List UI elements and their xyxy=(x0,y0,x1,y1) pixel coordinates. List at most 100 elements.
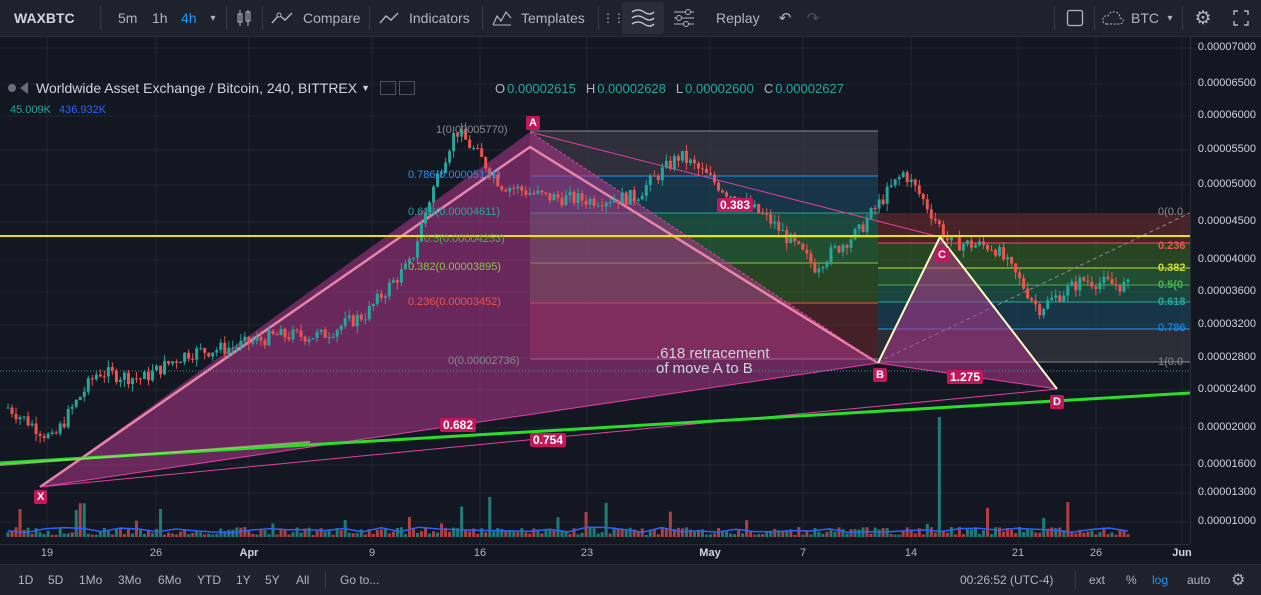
retracement-note-line2[interactable]: of move A to B xyxy=(656,360,753,377)
volume-bar xyxy=(383,528,387,537)
candle-body xyxy=(496,174,500,187)
range-3mo[interactable]: 3Mo xyxy=(118,573,142,587)
eye-icon[interactable] xyxy=(380,81,397,95)
settings-sliders-icon[interactable] xyxy=(666,2,702,34)
retracement-note-line1[interactable]: .618 retracement xyxy=(656,345,770,362)
goto-button[interactable]: Go to... xyxy=(340,573,380,587)
drag-handle-icon[interactable]: ⋮⋮ xyxy=(602,11,625,25)
chart-pane[interactable]: Worldwide Asset Exchange / Bitcoin, 240,… xyxy=(0,37,1190,544)
cloud-icon[interactable] xyxy=(1100,8,1126,28)
candles-icon[interactable] xyxy=(234,8,254,28)
pattern-point-a[interactable]: A xyxy=(526,116,540,130)
indicators-button[interactable]: Indicators xyxy=(409,10,470,26)
ratio-label[interactable]: 0.754 xyxy=(530,433,567,447)
candle-body xyxy=(464,129,468,140)
ratio-label[interactable]: 0.383 xyxy=(717,198,754,212)
volume-bar xyxy=(628,527,632,537)
high-value: 0.00002628 xyxy=(597,81,666,96)
volume-bar xyxy=(532,528,536,537)
range-all[interactable]: All xyxy=(296,573,310,587)
candle-body xyxy=(692,159,696,164)
pattern-point-c[interactable]: C xyxy=(935,248,949,262)
ratio-label[interactable]: 1.275 xyxy=(947,370,984,384)
auto-scale-toggle[interactable]: auto xyxy=(1187,573,1211,587)
expand-icon[interactable] xyxy=(1230,8,1252,28)
multi-chart-layout-icon[interactable] xyxy=(622,2,664,34)
time-tick: 9 xyxy=(368,547,376,559)
candle-body xyxy=(616,199,620,204)
volume-bar xyxy=(580,532,584,537)
volume-bar xyxy=(271,523,275,537)
range-ytd[interactable]: YTD xyxy=(197,573,221,587)
range-5d[interactable]: 5D xyxy=(48,573,64,587)
fullscreen-square-icon[interactable] xyxy=(1064,8,1086,28)
range-1y[interactable]: 1Y xyxy=(236,573,251,587)
candle-body xyxy=(183,352,187,363)
replay-button[interactable]: Replay xyxy=(716,10,760,26)
candle-body xyxy=(26,416,30,426)
extended-hours-toggle[interactable]: ext xyxy=(1089,573,1106,587)
volume-bar xyxy=(1022,532,1026,537)
templates-button[interactable]: Templates xyxy=(521,10,585,26)
time-axis[interactable]: 19 26 Apr 9 16 23 May 7 14 21 26 Jun xyxy=(0,544,1192,565)
candle-body xyxy=(797,241,801,244)
volume-bar xyxy=(540,533,544,537)
volume-bar xyxy=(331,534,335,537)
candle-body xyxy=(508,188,512,192)
log-scale-toggle[interactable]: log xyxy=(1152,573,1169,587)
currency-label[interactable]: BTC xyxy=(1131,10,1159,26)
range-5y[interactable]: 5Y xyxy=(265,573,280,587)
gear-icon[interactable]: ⚙ xyxy=(1194,7,1212,29)
volume-bar xyxy=(347,532,351,537)
interval-1h[interactable]: 1h xyxy=(152,10,168,26)
indicators-icon[interactable] xyxy=(377,8,401,28)
time-tick: 26 xyxy=(149,547,163,559)
candle-body xyxy=(584,200,588,205)
compare-button[interactable]: Compare xyxy=(303,10,361,26)
range-1mo[interactable]: 1Mo xyxy=(79,573,103,587)
volume-bar xyxy=(941,530,945,537)
pattern-point-x[interactable]: X xyxy=(34,490,48,504)
xabcd-pattern[interactable] xyxy=(39,131,1058,489)
gear-icon[interactable]: ⚙ xyxy=(1231,572,1246,589)
pattern-point-b[interactable]: B xyxy=(873,368,887,382)
chevron-down-icon[interactable]: ▼ xyxy=(361,83,371,93)
ratio-label[interactable]: 0.682 xyxy=(440,418,477,432)
volume-bar xyxy=(528,533,532,537)
collapse-icon[interactable] xyxy=(8,84,16,92)
price-axis[interactable]: 0.00007000 0.00006500 0.00006000 0.00005… xyxy=(1190,37,1261,544)
volume-bar xyxy=(704,534,708,537)
candle-body xyxy=(608,202,612,204)
chevron-down-icon[interactable]: ▾ xyxy=(210,12,216,24)
pattern-point-d[interactable]: D xyxy=(1050,395,1064,409)
candle-body xyxy=(395,280,399,283)
range-6mo[interactable]: 6Mo xyxy=(158,573,182,587)
candle-body xyxy=(147,371,151,381)
interval-4h[interactable]: 4h xyxy=(181,10,197,26)
interval-5m[interactable]: 5m xyxy=(118,10,138,26)
candle-body xyxy=(239,340,243,348)
chart-title[interactable]: Worldwide Asset Exchange / Bitcoin, 240,… xyxy=(36,80,358,96)
symbol-search[interactable]: WAXBTC xyxy=(14,10,75,26)
undo-icon[interactable]: ↶ xyxy=(778,10,792,27)
chevron-down-icon[interactable]: ▾ xyxy=(1167,12,1173,24)
clock-timezone[interactable]: 00:26:52 (UTC-4) xyxy=(960,573,1054,587)
templates-icon[interactable] xyxy=(490,8,514,28)
compare-icon[interactable] xyxy=(270,8,294,28)
settings-icon[interactable] xyxy=(399,81,416,95)
candle-body xyxy=(106,366,110,377)
range-1d[interactable]: 1D xyxy=(18,573,34,587)
candle-body xyxy=(977,241,981,245)
percent-scale-toggle[interactable]: % xyxy=(1126,573,1137,587)
volume-bar xyxy=(1014,533,1018,537)
candle-body xyxy=(22,416,26,418)
volume-bar xyxy=(592,528,596,537)
support-trend-line[interactable] xyxy=(0,391,1190,465)
candle-body xyxy=(399,269,403,283)
flag-icon[interactable] xyxy=(20,82,28,94)
price-chart[interactable] xyxy=(0,37,1190,544)
redo-icon[interactable]: ↷ xyxy=(806,10,820,27)
volume-bar xyxy=(151,533,155,537)
support-trend-line-short[interactable] xyxy=(0,441,311,466)
volume-bar xyxy=(147,531,151,537)
